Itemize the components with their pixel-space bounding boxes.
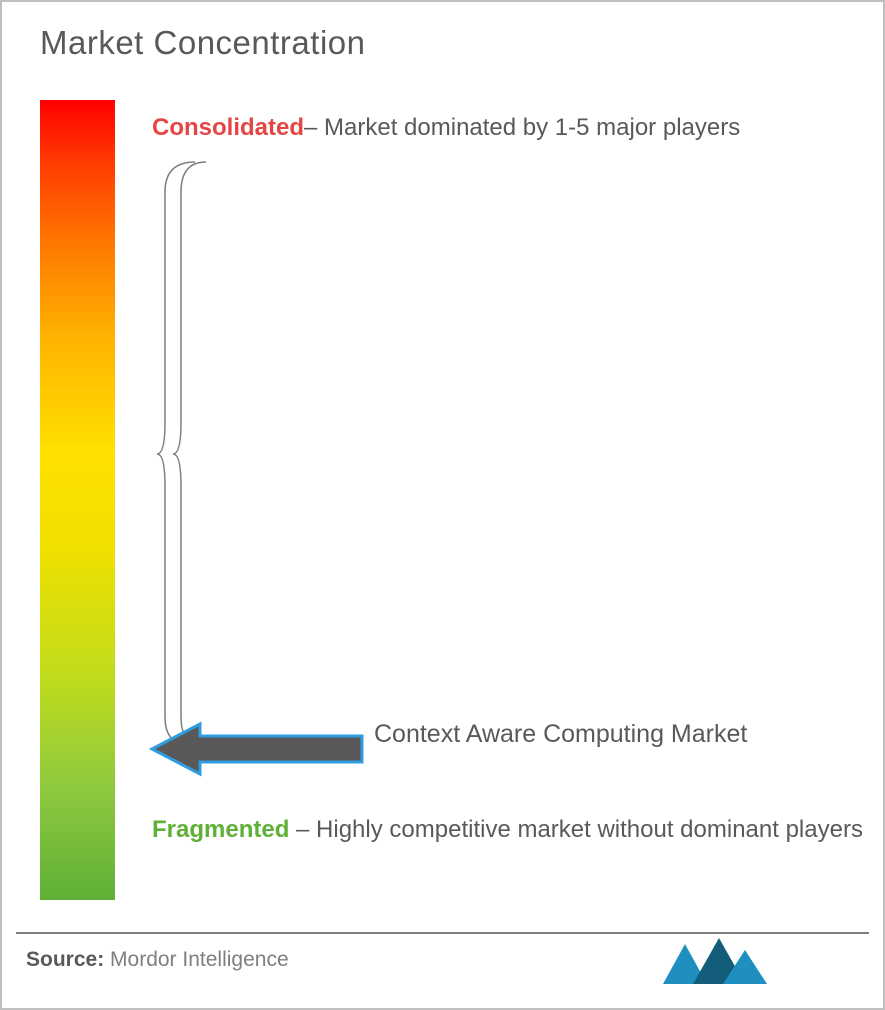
infographic-canvas: Market Concentration Consolidated– Marke…	[0, 0, 885, 1010]
brand-logo-icon	[653, 932, 773, 992]
fragmented-label: Fragmented	[152, 816, 289, 843]
fragmented-caption: Fragmented – Highly competitive market w…	[152, 806, 863, 854]
consolidated-label: Consolidated	[152, 114, 304, 141]
concentration-gradient-bar	[40, 100, 115, 900]
marker-arrow	[152, 722, 362, 776]
consolidated-caption: Consolidated– Market dominated by 1-5 ma…	[152, 104, 740, 152]
marker-label: Context Aware Computing Market	[374, 717, 747, 751]
source-value: Mordor Intelligence	[110, 948, 289, 971]
source-attribution: Source: Mordor Intelligence	[26, 948, 289, 972]
source-prefix: Source:	[26, 948, 104, 971]
range-bracket	[165, 162, 195, 747]
page-title: Market Concentration	[40, 24, 365, 62]
consolidated-description: – Market dominated by 1-5 major players	[304, 114, 740, 141]
fragmented-description: – Highly competitive market without domi…	[289, 816, 863, 843]
